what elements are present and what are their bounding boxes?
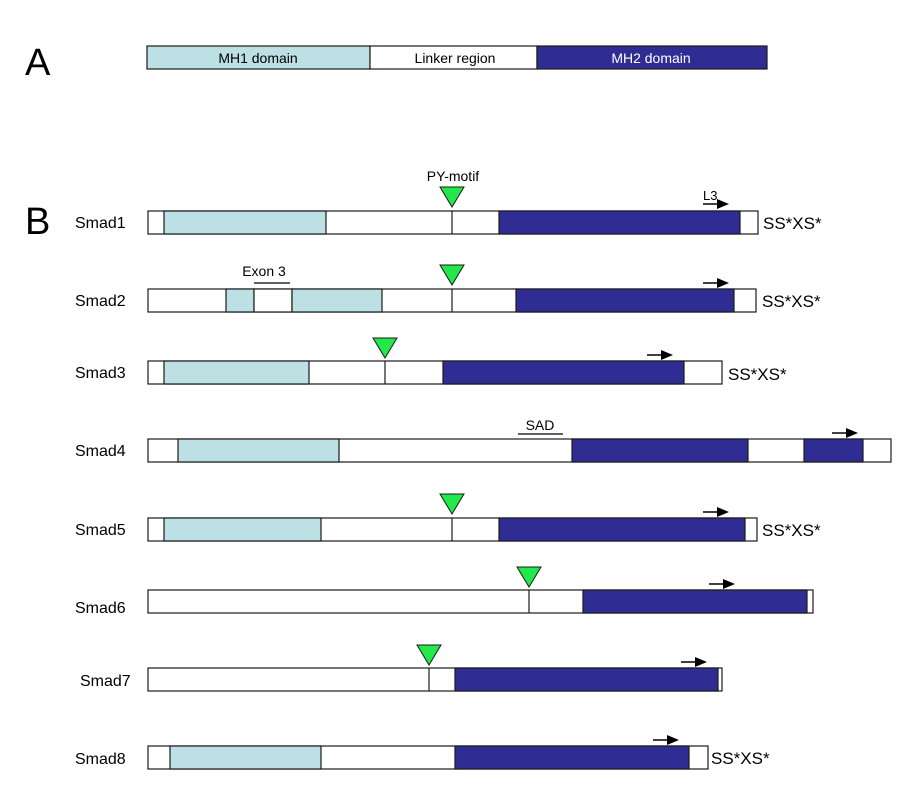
mh1-domain: [163, 360, 310, 385]
smad-row-4: Smad4 SAD: [75, 417, 892, 463]
phospho-motif: SS*XS*: [762, 292, 821, 311]
domain-legend-bar: [146, 45, 768, 70]
smad-row-3: Smad3 SS*XS*: [75, 337, 787, 385]
smad-name: Smad8: [75, 751, 126, 768]
smad-row-5: Smad5 SS*XS*: [75, 493, 821, 542]
mh2-domain: [454, 745, 690, 770]
l3-loop-arrow: [653, 735, 679, 745]
py-motif-marker: [372, 337, 398, 359]
l3-loop-arrow: [832, 428, 858, 438]
smad-name: Smad1: [75, 215, 126, 232]
l3-loop-arrow: [703, 199, 729, 209]
smad-row-8: Smad8 SS*XS*: [75, 735, 770, 770]
phospho-motif: SS*XS*: [762, 521, 821, 540]
py-motif-marker: [416, 644, 442, 666]
legend-mh2-label: MH2 domain: [611, 50, 690, 66]
smad-name: Smad5: [75, 522, 126, 539]
legend-linker-label: Linker region: [415, 50, 496, 66]
l3-loop-arrow: [703, 507, 729, 517]
mh2-domain: [582, 589, 808, 614]
mh2-domain: [515, 288, 735, 313]
mh2-domain: [454, 667, 719, 692]
py-motif-marker: [439, 264, 465, 286]
mh1-domain: [169, 745, 322, 770]
panel-label-a: A: [25, 42, 51, 84]
py-motif-marker: [439, 186, 465, 208]
l3-loop-arrow: [681, 657, 707, 667]
mh1-domain: [163, 210, 327, 235]
phospho-motif: SS*XS*: [763, 214, 822, 233]
phospho-motif: SS*XS*: [711, 749, 770, 768]
py-motif-label: PY-motif: [427, 168, 480, 184]
smad-row-2: Smad2 Exon 3 SS*XS*: [75, 263, 821, 313]
panel-label-b: B: [25, 201, 50, 243]
exon3-label: Exon 3: [242, 263, 286, 279]
mh2-domain: [498, 210, 741, 235]
mh1-domain: [163, 517, 322, 542]
smad-name: Smad3: [75, 365, 126, 382]
mh1-domain-part1: [225, 288, 255, 313]
l3-loop-arrow: [703, 278, 729, 288]
smad-row-1: Smad1 PY-motif L3 SS*XS*: [75, 168, 822, 235]
exon3-insert: [253, 288, 293, 313]
mh2-domain-part2: [803, 438, 864, 463]
mh1-domain: [177, 438, 340, 463]
mh1-domain-part2: [291, 288, 383, 313]
smad-name: Smad4: [75, 443, 126, 460]
phospho-motif: SS*XS*: [728, 365, 787, 384]
smad-name: Smad2: [75, 293, 126, 310]
l3-loop-arrow: [647, 350, 673, 360]
mh2-domain-part1: [571, 438, 749, 463]
py-motif-marker: [439, 493, 465, 515]
sad-label: SAD: [526, 417, 555, 433]
legend-mh2-domain: [536, 45, 768, 70]
mh2-domain: [498, 517, 746, 542]
smad-row-6: Smad6: [75, 566, 814, 617]
l3-label: L3: [703, 188, 717, 203]
smad-row-7: Smad7: [80, 644, 723, 692]
smad-name: Smad6: [75, 600, 126, 617]
mh2-domain: [442, 360, 685, 385]
smad-name: Smad7: [80, 673, 131, 690]
l3-loop-arrow: [709, 579, 735, 589]
legend-mh1-label: MH1 domain: [218, 50, 297, 66]
py-motif-marker: [516, 566, 542, 588]
